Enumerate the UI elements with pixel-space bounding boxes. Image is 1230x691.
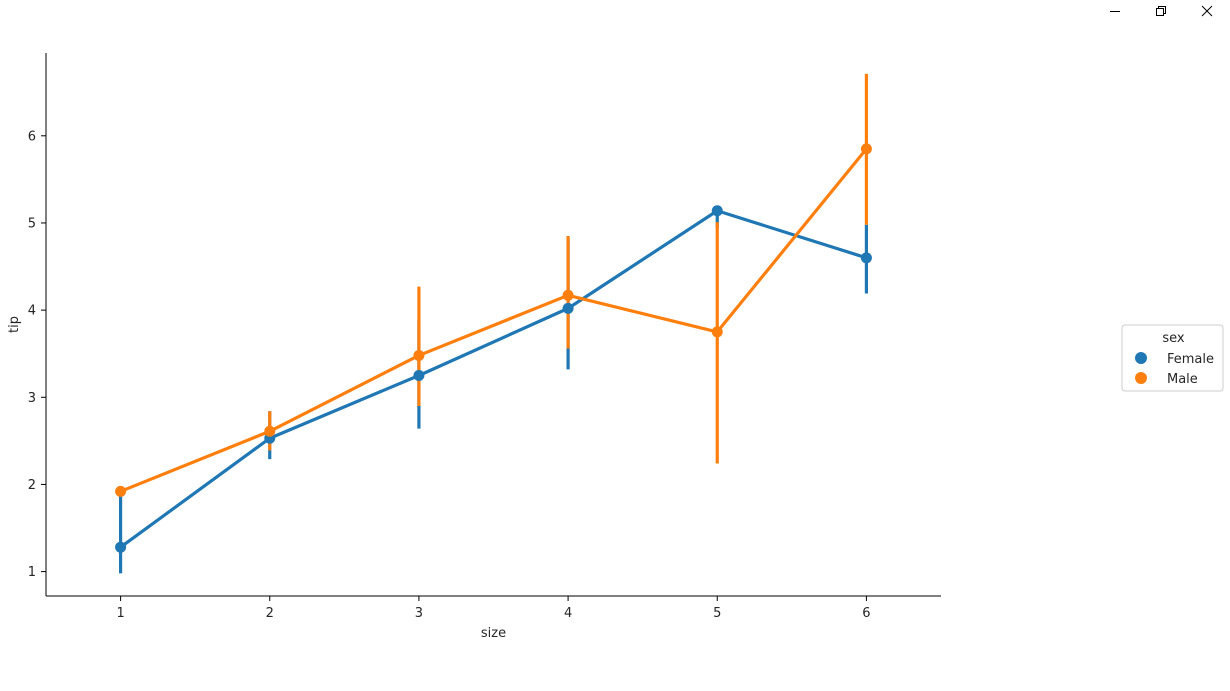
x-tick-label: 6	[862, 606, 870, 621]
female-data-point	[562, 302, 574, 314]
legend: sex Female Male	[1121, 324, 1224, 392]
error-bars	[118, 73, 869, 574]
minimize-button[interactable]	[1092, 0, 1138, 22]
male-series-line	[119, 147, 868, 493]
x-tick-label: 3	[415, 606, 423, 621]
legend-frame	[1121, 324, 1224, 392]
male-data-point	[115, 485, 127, 497]
legend-title: sex	[1162, 331, 1185, 346]
x-tick-label: 4	[564, 606, 572, 621]
female-data-point	[711, 205, 723, 217]
axes	[41, 53, 941, 601]
legend-label: Female	[1167, 352, 1214, 367]
minimize-icon	[1110, 11, 1120, 12]
male-data-point	[711, 326, 723, 338]
y-tick-label: 6	[28, 129, 36, 144]
legend-label: Male	[1167, 372, 1198, 387]
y-tick-label: 4	[28, 304, 36, 319]
close-button[interactable]	[1184, 0, 1230, 22]
female-legend-marker	[1135, 352, 1147, 364]
tick-labels: 1 2 3 4 5 6 1 2 3 4 5 6	[28, 129, 871, 621]
female-data-point	[860, 252, 872, 264]
close-icon	[1201, 5, 1213, 17]
y-tick-label: 2	[28, 478, 36, 493]
male-data-point	[860, 143, 872, 155]
x-tick-label: 2	[266, 606, 274, 621]
x-axis-label: size	[481, 626, 506, 641]
female-series-line	[119, 209, 867, 549]
male-data-point	[264, 425, 276, 437]
female-data-point	[413, 369, 425, 381]
y-axis-label: tip	[7, 316, 22, 333]
y-tick-label: 3	[28, 391, 36, 406]
data-points	[115, 143, 872, 553]
y-tick-label: 1	[28, 565, 36, 580]
x-tick-label: 5	[713, 606, 721, 621]
male-data-point	[413, 349, 425, 361]
female-data-point	[115, 541, 127, 553]
restore-icon	[1156, 6, 1166, 16]
restore-button[interactable]	[1138, 0, 1184, 22]
male-legend-marker	[1135, 372, 1147, 384]
male-data-point	[562, 289, 574, 301]
window-controls	[1092, 0, 1230, 22]
x-tick-label: 1	[116, 606, 124, 621]
y-tick-label: 5	[28, 216, 36, 231]
series-lines	[119, 147, 868, 549]
